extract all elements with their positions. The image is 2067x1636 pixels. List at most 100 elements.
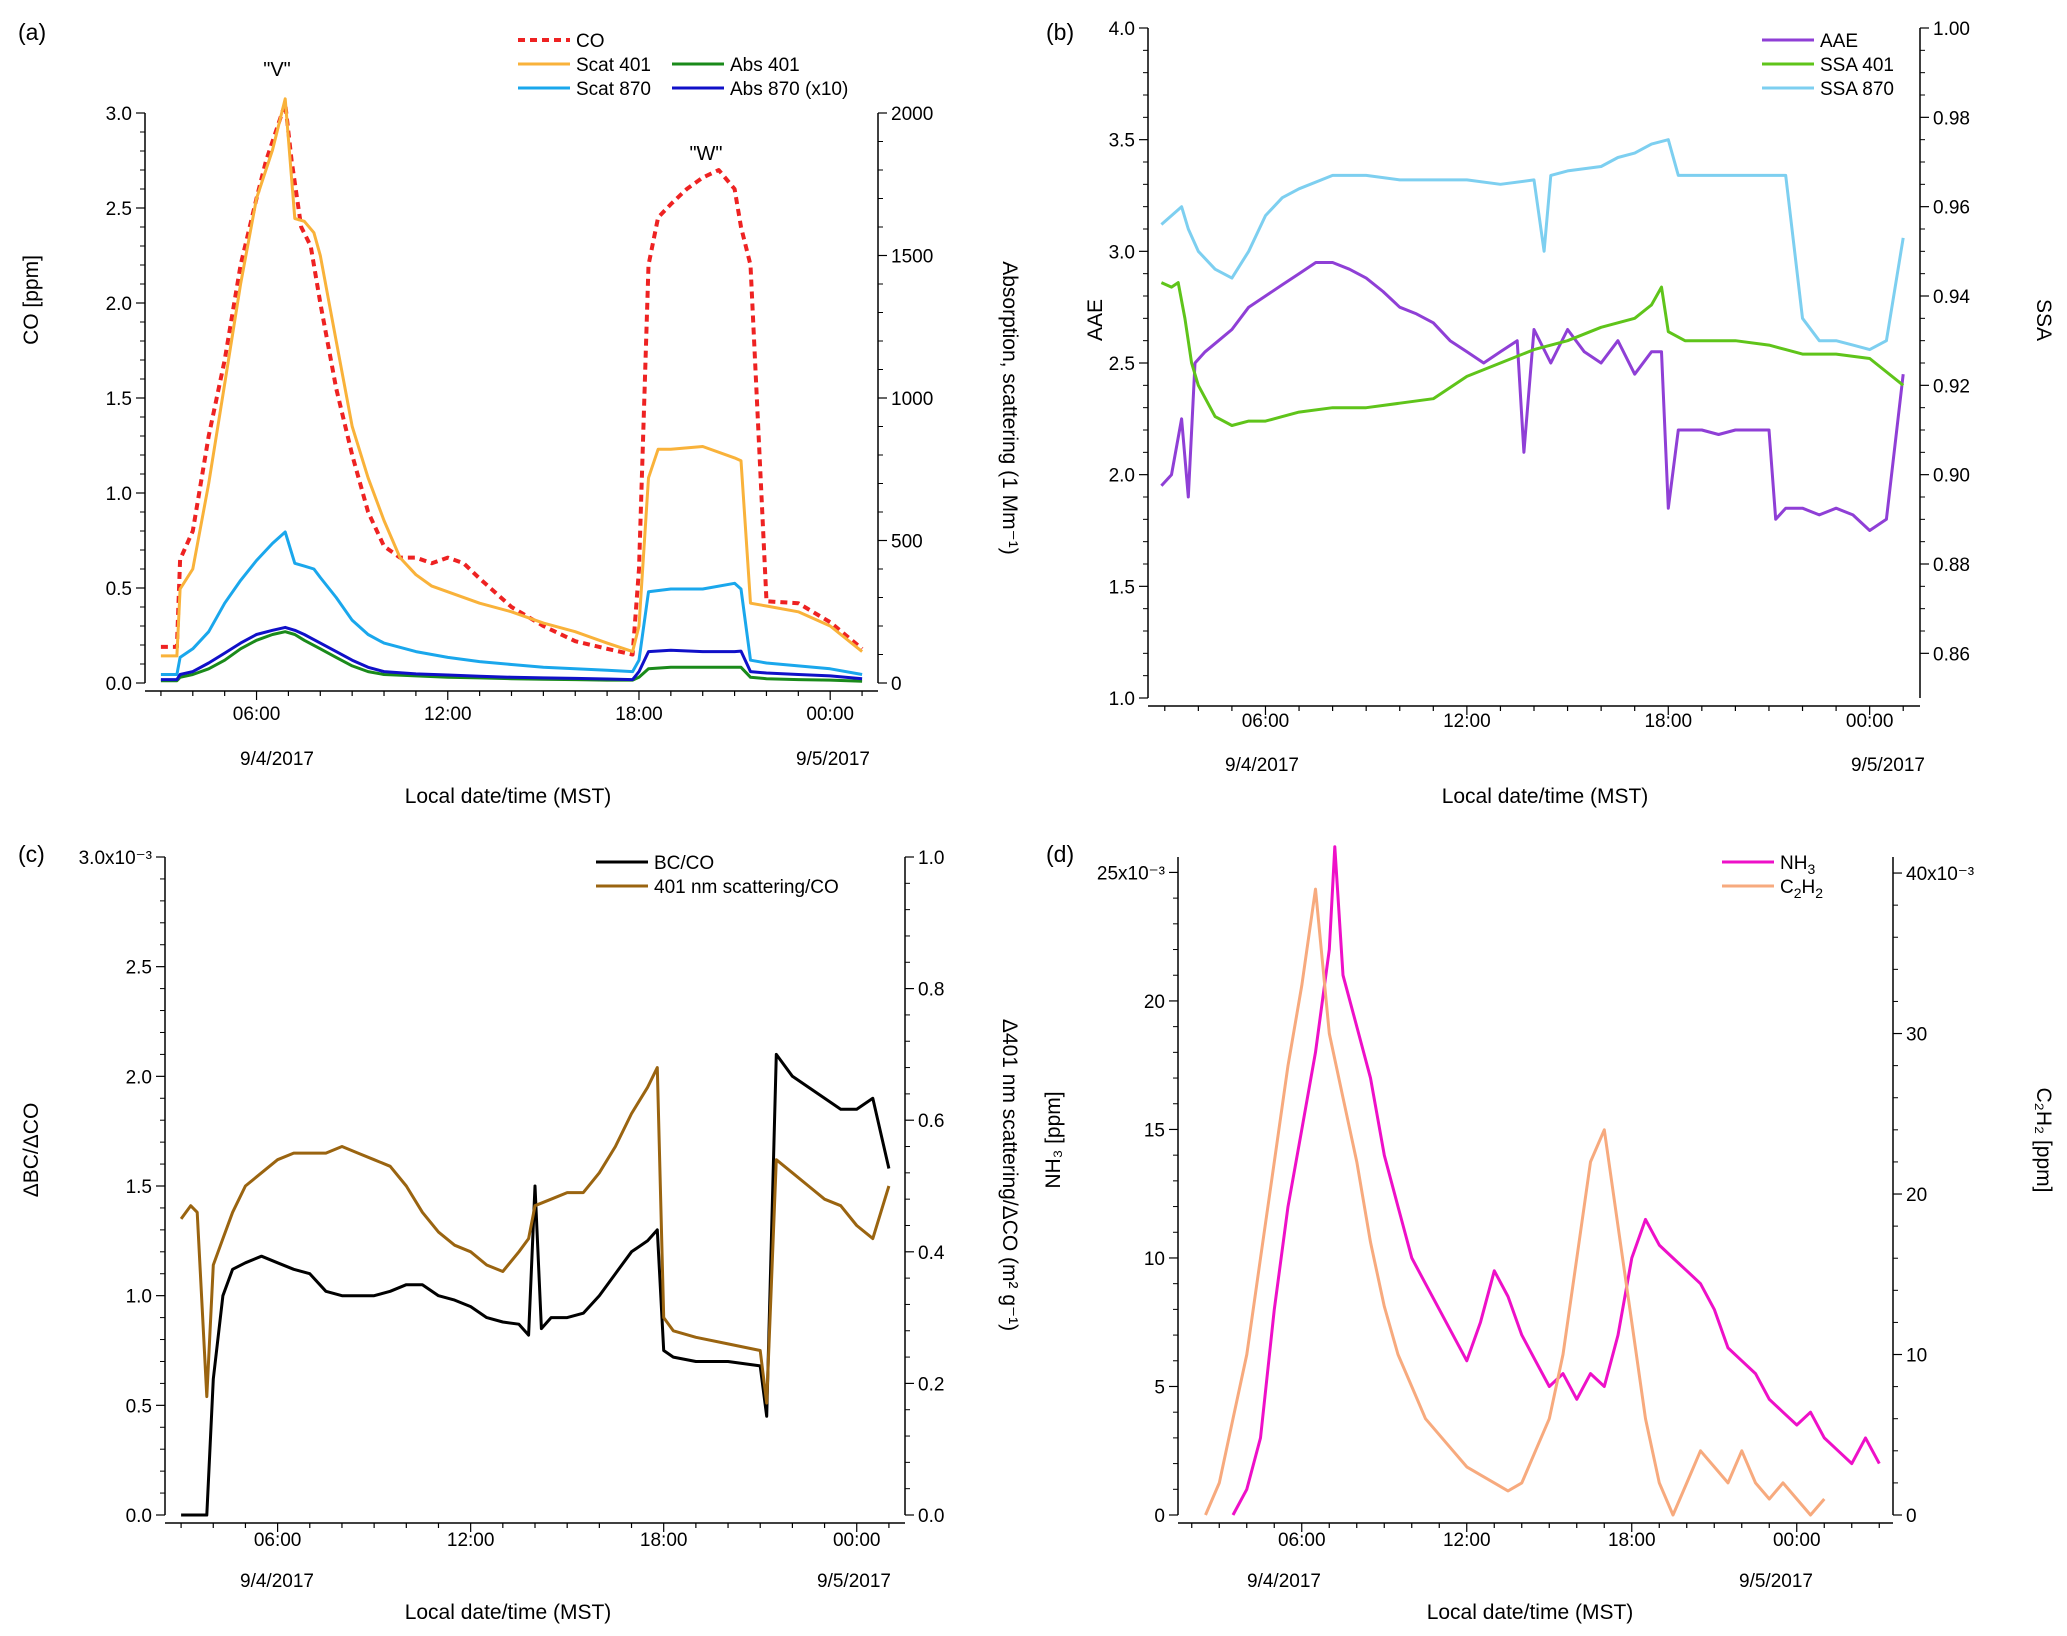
y-left-tick-label: 0.5 (126, 1396, 152, 1417)
y-right-tick-label: 40x10⁻³ (1906, 864, 1974, 885)
y-left-tick-label: 3.0x10⁻³ (79, 848, 152, 869)
legend-label-nh3: NH3 (1780, 853, 1815, 877)
series-line-abs-870-x10 (160, 625, 863, 682)
y-right-tick-label: 0.8 (918, 980, 944, 1001)
y-right-tick-label: 0.94 (1933, 287, 1970, 308)
x-tick-label: 06:00 (1242, 711, 1290, 732)
panel-c-ylabel: ΔBC/ΔCO (20, 1103, 43, 1198)
x-tick-label: 00:00 (833, 1530, 881, 1551)
panel-b: (b) 06:00 12:00 18:00 00:00 1.0 1.5 2.0 2.5 3.0 3… (1046, 19, 2055, 808)
panel-b-legend: AAE SSA 401 SSA 870 (1762, 31, 1894, 100)
legend-label-abs-870: Abs 870 (x10) (730, 79, 848, 100)
y-right-tick-label: 0.98 (1933, 108, 1970, 129)
legend-label-scat-401: Scat 401 (576, 55, 651, 76)
series-line-aae (1160, 261, 1905, 532)
panel-a-date-left: 9/4/2017 (240, 749, 314, 770)
x-tick-label: 18:00 (615, 704, 663, 725)
x-tick-label: 00:00 (806, 704, 854, 725)
x-tick-label: 18:00 (1644, 711, 1692, 732)
panel-d-axes: 06:00 12:00 18:00 00:00 0 5 10 15 20 25x10⁻³ 0 10 20… (1097, 857, 1974, 1551)
panel-b-ylabel-right: SSA (2032, 299, 2055, 341)
panel-a-ylabel: CO [ppm] (20, 255, 43, 345)
x-tick-label: 12:00 (424, 704, 472, 725)
y-right-tick-label: 0 (891, 674, 902, 695)
panel-c-date-right: 9/5/2017 (817, 1571, 891, 1592)
panel-b-date-right: 9/5/2017 (1851, 755, 1925, 776)
legend-label-co: CO (576, 31, 605, 52)
series-line-ssa-870 (1160, 138, 1905, 352)
y-left-tick-label: 10 (1144, 1249, 1165, 1270)
panel-c-series (179, 1052, 891, 1517)
panel-b-label: (b) (1046, 19, 1074, 45)
y-right-tick-label: 0.90 (1933, 466, 1970, 487)
panel-a-ylabel-right: Absorption, scattering (1 Mm⁻¹) (998, 261, 1021, 555)
series-line-ssa-401 (1160, 281, 1905, 427)
y-right-tick-label: 0.4 (918, 1243, 945, 1264)
y-left-tick-label: 1.5 (1109, 577, 1135, 598)
y-left-tick-label: 1.0 (106, 484, 132, 505)
legend-label-scat-co: 401 nm scattering/CO (654, 877, 839, 898)
panel-c-xlabel: Local date/time (MST) (405, 1601, 612, 1624)
legend-label-ssa-401: SSA 401 (1820, 55, 1894, 76)
y-left-tick-label: 1.0 (126, 1287, 152, 1308)
panel-b-series (1160, 138, 1905, 532)
series-line-nh3 (1231, 845, 1881, 1516)
y-left-tick-label: 2.0 (106, 294, 132, 315)
panel-c-date-left: 9/4/2017 (240, 1571, 314, 1592)
y-right-tick-label: 0.92 (1933, 376, 1970, 397)
legend-label-aae: AAE (1820, 31, 1858, 52)
x-tick-label: 06:00 (1278, 1530, 1326, 1551)
y-left-tick-label: 3.0 (106, 104, 132, 125)
panel-d-ylabel: NH₃ [ppm] (1042, 1091, 1065, 1188)
y-left-tick-label: 25x10⁻³ (1097, 863, 1165, 884)
x-tick-label: 06:00 (233, 704, 281, 725)
y-left-tick-label: 3.0 (1109, 242, 1135, 263)
series-line-scat-870 (160, 530, 863, 676)
y-right-tick-label: 0.2 (918, 1374, 944, 1395)
panel-a-label: (a) (18, 19, 46, 45)
panel-a-date-right: 9/5/2017 (796, 749, 870, 770)
series-line-co (160, 101, 864, 657)
y-right-tick-label: 2000 (891, 104, 933, 125)
panel-b-ylabel: AAE (1084, 299, 1107, 341)
x-tick-label: 18:00 (1608, 1530, 1656, 1551)
y-left-tick-label: 4.0 (1109, 19, 1135, 40)
y-left-tick-label: 0.5 (106, 579, 132, 600)
annotation-v: "V" (263, 59, 291, 81)
panel-c-ylabel-right: Δ401 nm scattering/ΔCO (m² g⁻¹) (998, 1019, 1021, 1331)
panel-a: (a) 06:00 12:00 18:00 00:00 0.0 0.5 1.0 1.5 2.0 2… (18, 19, 1021, 808)
panel-d-legend: NH3 C2H2 (1722, 853, 1823, 901)
panel-c-legend: BC/CO 401 nm scattering/CO (596, 853, 839, 898)
legend-label-scat-870: Scat 870 (576, 79, 651, 100)
series-line-c2h2 (1204, 887, 1826, 1517)
y-left-tick-label: 2.0 (1109, 466, 1135, 487)
y-right-tick-label: 500 (891, 532, 923, 553)
series-line-401-nm-scattering-co (179, 1066, 891, 1405)
panel-d-ylabel-right: C₂H₂ [ppm] (2032, 1088, 2055, 1193)
panel-d-series (1204, 845, 1881, 1517)
panel-d-xlabel: Local date/time (MST) (1427, 1601, 1634, 1624)
series-line-bc-co (181, 1052, 891, 1517)
legend-label-bc-co: BC/CO (654, 853, 714, 874)
panel-d-label: (d) (1046, 841, 1074, 867)
y-left-tick-label: 2.5 (106, 199, 132, 220)
y-right-tick-label: 30 (1906, 1025, 1927, 1046)
x-tick-label: 00:00 (1773, 1530, 1821, 1551)
panel-c-label: (c) (18, 841, 45, 867)
y-right-tick-label: 1.00 (1933, 19, 1970, 40)
panel-b-axes: 06:00 12:00 18:00 00:00 1.0 1.5 2.0 2.5 3.0 3.5 4.… (1109, 19, 1971, 732)
series-line-abs-401 (160, 630, 863, 683)
y-right-tick-label: 0 (1906, 1506, 1917, 1527)
panel-c: (c) 06:00 12:00 18:00 00:00 0.0 0.5 1.0 1.5 2.0 2… (18, 841, 1021, 1624)
legend-label-c2h2: C2H2 (1780, 877, 1823, 901)
y-right-tick-label: 20 (1906, 1185, 1927, 1206)
y-left-tick-label: 0.0 (106, 674, 132, 695)
series-line-scat-401 (160, 97, 864, 658)
y-left-tick-label: 20 (1144, 992, 1165, 1013)
panel-a-axes: 06:00 12:00 18:00 00:00 0.0 0.5 1.0 1.5 2.0 2.5 3.… (106, 104, 934, 725)
panel-b-date-left: 9/4/2017 (1225, 755, 1299, 776)
legend-label-abs-401: Abs 401 (730, 55, 800, 76)
y-right-tick-label: 10 (1906, 1346, 1927, 1367)
panel-b-xlabel: Local date/time (MST) (1442, 785, 1649, 808)
